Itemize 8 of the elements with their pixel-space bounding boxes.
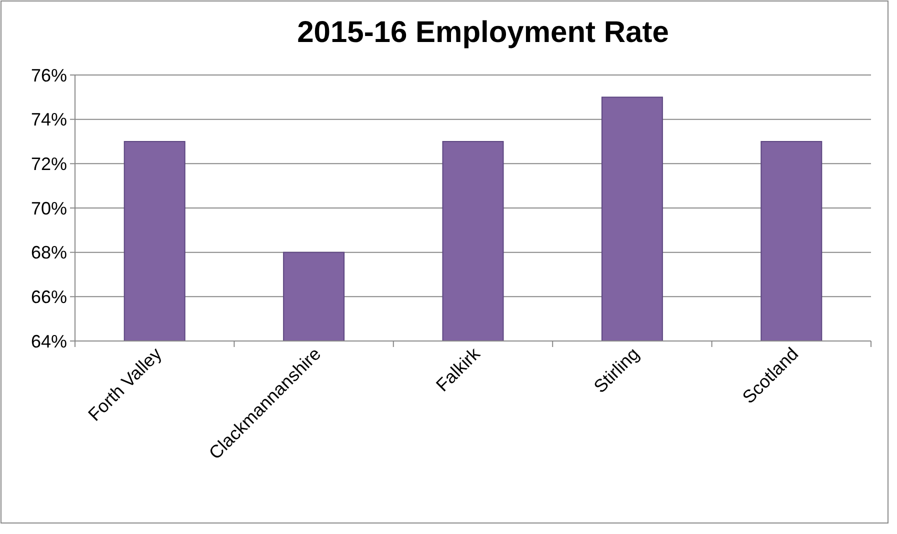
y-tick-label: 70% — [30, 198, 67, 218]
y-tick-label: 66% — [30, 286, 67, 307]
y-tick-label: 74% — [30, 110, 67, 130]
y-tick-label: 68% — [30, 242, 67, 263]
y-tick-label: 76% — [30, 65, 67, 86]
y-tick-label: 72% — [30, 154, 67, 174]
y-tick-label: 64% — [30, 331, 67, 352]
chart-title: 2015-16 Employment Rate — [297, 16, 669, 49]
